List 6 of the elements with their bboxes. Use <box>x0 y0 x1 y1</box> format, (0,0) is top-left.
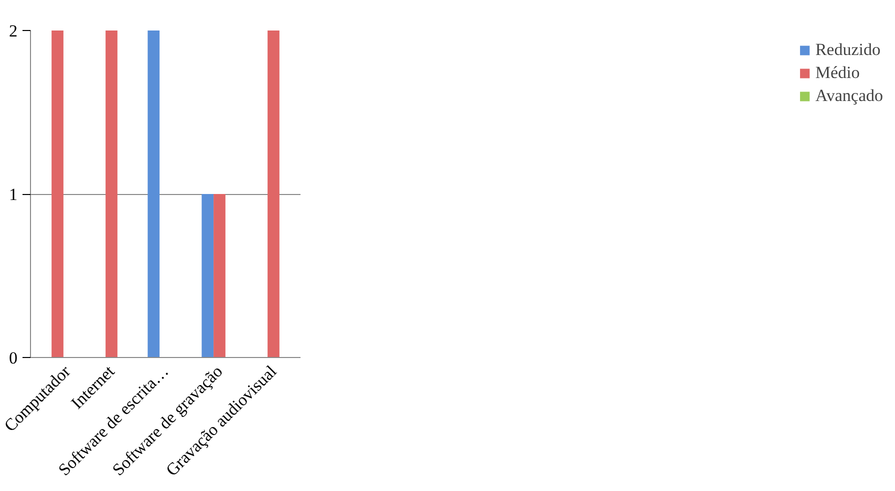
legend-label: Reduzido <box>815 40 880 60</box>
legend-label: Médio <box>815 63 860 83</box>
y-tick-label: 2 <box>9 22 18 40</box>
legend-label: Avançado <box>815 86 883 106</box>
y-tick-label: 0 <box>9 348 18 368</box>
y-tick-label: 1 <box>9 185 18 204</box>
